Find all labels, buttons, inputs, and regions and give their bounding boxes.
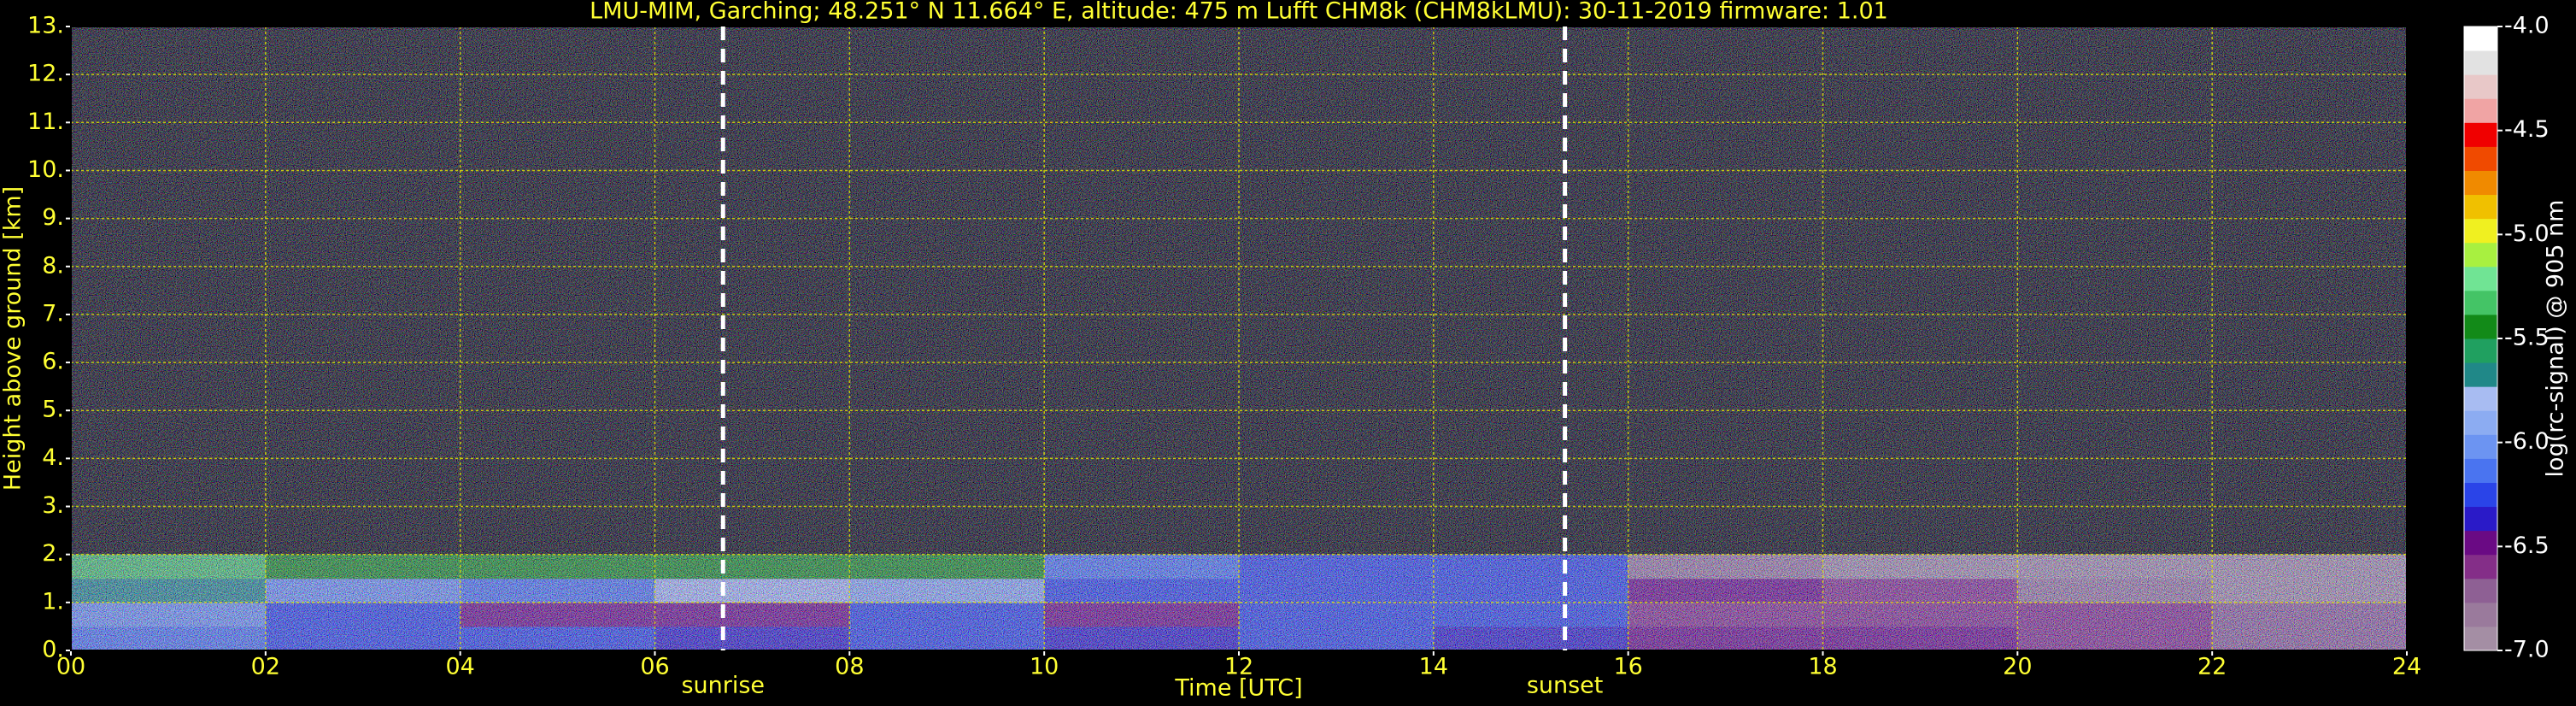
colorbar-swatch (2464, 50, 2497, 75)
y-axis-label: Height above ground [km] (0, 186, 26, 491)
x-axis-label: Time [UTC] (1174, 675, 1302, 702)
x-tick-label: 02 (251, 654, 280, 680)
y-tick-label: 9. (42, 204, 64, 231)
x-tick-label: 16 (1613, 654, 1642, 680)
annotation-label: sunset (1527, 673, 1604, 699)
y-tick-label: 2. (42, 540, 64, 567)
x-tick-label: 12 (1224, 654, 1253, 680)
plot-frame (70, 26, 2408, 651)
y-tick-label: 8. (42, 252, 64, 279)
colorbar-swatch (2464, 506, 2497, 532)
colorbar-swatch (2464, 290, 2497, 315)
colorbar-tick-label: -5.5 (2504, 325, 2550, 351)
x-tick-label: 18 (1808, 654, 1837, 680)
colorbar-swatch (2464, 314, 2497, 339)
annotation-label: sunrise (681, 673, 765, 699)
colorbar-swatch (2464, 218, 2497, 244)
colorbar-swatch (2464, 602, 2497, 627)
colorbar-swatch (2464, 482, 2497, 508)
x-tick-label: 14 (1419, 654, 1448, 680)
colorbar-swatch (2464, 626, 2497, 651)
x-tick-label: 04 (445, 654, 474, 680)
x-tick-label: 10 (1030, 654, 1059, 680)
x-tick-label: 08 (835, 654, 864, 680)
colorbar-swatch (2464, 530, 2497, 556)
colorbar-swatch (2464, 458, 2497, 483)
y-tick-label: 7. (42, 300, 64, 327)
colorbar-swatch (2464, 386, 2497, 411)
colorbar-swatch (2464, 98, 2497, 123)
colorbar-swatch (2464, 122, 2497, 147)
x-tick-label: 22 (2198, 654, 2227, 680)
chart-title: LMU-MIM, Garching; 48.251° N 11.664° E, … (590, 0, 1888, 25)
colorbar-tick-label: -4.5 (2504, 116, 2550, 143)
colorbar-swatch (2464, 242, 2497, 268)
colorbar-swatch (2464, 26, 2497, 51)
colorbar-swatch (2464, 74, 2497, 99)
colorbar-swatch (2464, 578, 2497, 603)
y-tick-label: 3. (42, 492, 64, 519)
colorbar-tick-label: -4.0 (2504, 13, 2550, 39)
x-tick-label: 06 (640, 654, 669, 680)
y-tick-label: 5. (42, 397, 64, 423)
colorbar-swatch (2464, 194, 2497, 220)
colorbar-tick-label: -6.5 (2504, 532, 2550, 559)
y-tick-label: 13. (27, 13, 64, 39)
colorbar-swatch (2464, 554, 2497, 580)
colorbar-label: log(rc-signal) @ 905 nm (2543, 200, 2569, 478)
colorbar-tick-label: -7.0 (2504, 637, 2550, 663)
colorbar-swatch (2464, 362, 2497, 387)
y-tick-label: 10. (27, 156, 64, 183)
y-tick-label: 12. (27, 61, 64, 87)
colorbar-swatch (2464, 170, 2497, 196)
y-tick-label: 4. (42, 444, 64, 471)
colorbar-swatch (2464, 146, 2497, 171)
y-tick-label: 1. (42, 588, 64, 615)
x-tick-label: 00 (56, 654, 85, 680)
colorbar-swatch (2464, 338, 2497, 363)
y-tick-label: 0. (42, 637, 64, 663)
y-tick-label: 11. (27, 109, 64, 135)
colorbar-tick-label: -6.0 (2504, 428, 2550, 455)
colorbar-swatch (2464, 410, 2497, 435)
y-tick-label: 6. (42, 349, 64, 375)
colorbar-swatch (2464, 266, 2497, 291)
colorbar-swatch (2464, 434, 2497, 459)
colorbar-tick-label: -5.0 (2504, 221, 2550, 247)
x-tick-label: 20 (2003, 654, 2032, 680)
x-tick-label: 24 (2392, 654, 2421, 680)
